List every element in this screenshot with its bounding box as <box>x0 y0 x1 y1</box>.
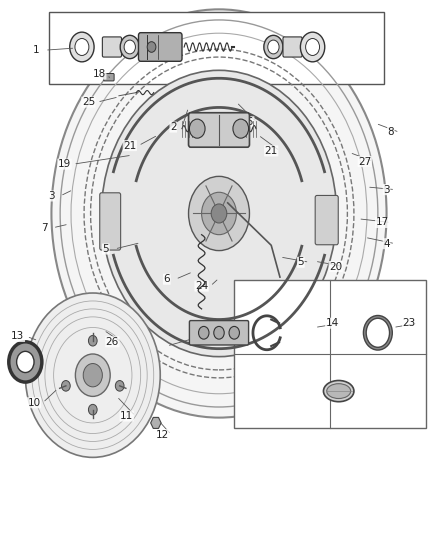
Text: 5: 5 <box>297 257 304 267</box>
Text: 23: 23 <box>403 318 416 328</box>
Text: 11: 11 <box>120 411 133 421</box>
Text: 1: 1 <box>33 45 39 55</box>
FancyBboxPatch shape <box>138 33 182 61</box>
Polygon shape <box>151 417 161 429</box>
Text: 17: 17 <box>375 217 389 228</box>
Circle shape <box>75 38 89 55</box>
Bar <box>49 12 385 84</box>
Circle shape <box>306 38 320 55</box>
FancyBboxPatch shape <box>100 193 120 250</box>
Circle shape <box>102 70 336 357</box>
Text: 27: 27 <box>358 157 371 166</box>
Circle shape <box>233 119 249 138</box>
Text: 21: 21 <box>123 141 136 151</box>
Text: 13: 13 <box>11 332 25 342</box>
FancyBboxPatch shape <box>189 320 249 345</box>
Circle shape <box>229 326 240 339</box>
Circle shape <box>201 192 237 235</box>
Circle shape <box>83 364 102 387</box>
Circle shape <box>214 326 224 339</box>
Ellipse shape <box>323 381 354 402</box>
Circle shape <box>120 35 139 59</box>
Circle shape <box>124 40 135 54</box>
Circle shape <box>61 381 70 391</box>
Ellipse shape <box>327 384 351 399</box>
Circle shape <box>211 204 227 223</box>
Circle shape <box>88 405 97 415</box>
Text: 18: 18 <box>93 69 106 79</box>
Text: 3: 3 <box>48 191 55 201</box>
Text: 4: 4 <box>383 239 390 249</box>
Circle shape <box>147 42 156 52</box>
FancyBboxPatch shape <box>315 196 338 245</box>
Text: 15: 15 <box>325 387 339 397</box>
Circle shape <box>264 35 283 59</box>
Text: 26: 26 <box>106 337 119 347</box>
Circle shape <box>300 32 325 62</box>
Circle shape <box>268 40 279 54</box>
Text: 20: 20 <box>329 262 342 271</box>
Circle shape <box>9 342 42 382</box>
FancyBboxPatch shape <box>102 37 121 57</box>
Text: 3: 3 <box>383 184 390 195</box>
Circle shape <box>115 381 124 391</box>
Circle shape <box>70 32 94 62</box>
Circle shape <box>25 293 160 457</box>
Circle shape <box>188 176 250 251</box>
Text: 19: 19 <box>58 159 71 169</box>
Circle shape <box>198 326 209 339</box>
FancyBboxPatch shape <box>188 113 250 147</box>
Text: 10: 10 <box>28 398 41 408</box>
Circle shape <box>75 354 110 397</box>
Text: 2: 2 <box>170 122 177 132</box>
FancyBboxPatch shape <box>104 74 114 81</box>
Text: 25: 25 <box>82 97 95 107</box>
Circle shape <box>51 10 387 418</box>
Text: 24: 24 <box>195 281 208 291</box>
Text: 12: 12 <box>156 430 169 440</box>
Text: 9: 9 <box>198 329 205 339</box>
FancyBboxPatch shape <box>283 37 302 57</box>
Text: 7: 7 <box>41 223 47 233</box>
Text: 16: 16 <box>240 117 254 127</box>
Circle shape <box>17 351 34 373</box>
Circle shape <box>88 335 97 346</box>
Text: 6: 6 <box>163 274 170 284</box>
Bar <box>234 280 426 428</box>
Text: 8: 8 <box>388 127 394 138</box>
Text: 21: 21 <box>265 146 278 156</box>
Circle shape <box>189 119 205 138</box>
Text: 14: 14 <box>325 318 339 328</box>
Text: 5: 5 <box>102 244 109 254</box>
